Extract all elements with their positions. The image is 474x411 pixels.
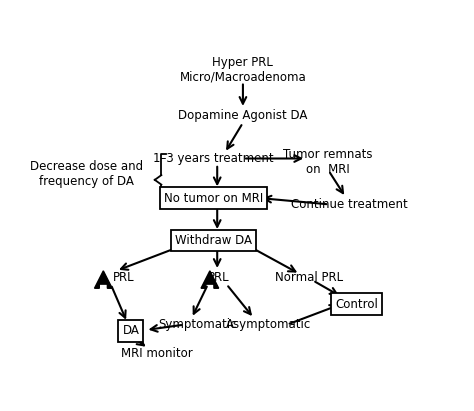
Text: Asymptomatic: Asymptomatic <box>226 318 311 331</box>
Text: Withdraw DA: Withdraw DA <box>175 234 252 247</box>
Text: Normal PRL: Normal PRL <box>275 271 343 284</box>
Text: PRL: PRL <box>113 271 134 284</box>
Text: No tumor on MRI: No tumor on MRI <box>164 192 263 205</box>
Text: 1–3 years treatment: 1–3 years treatment <box>153 152 274 165</box>
Text: Tumor remnats
on  MRI: Tumor remnats on MRI <box>283 148 372 175</box>
Text: PRL: PRL <box>208 271 230 284</box>
Text: MRI monitor: MRI monitor <box>121 346 192 360</box>
Text: Hyper PRL
Micro/Macroadenoma: Hyper PRL Micro/Macroadenoma <box>180 56 306 84</box>
Text: DA: DA <box>122 324 139 337</box>
FancyArrow shape <box>201 271 219 288</box>
Text: Dopamine Agonist DA: Dopamine Agonist DA <box>178 109 308 122</box>
Text: Symptomatic: Symptomatic <box>158 318 236 331</box>
Text: Decrease dose and
frequency of DA: Decrease dose and frequency of DA <box>30 160 143 188</box>
FancyArrow shape <box>94 271 112 288</box>
Text: Control: Control <box>336 298 378 311</box>
Text: Continue treatment: Continue treatment <box>291 198 408 211</box>
